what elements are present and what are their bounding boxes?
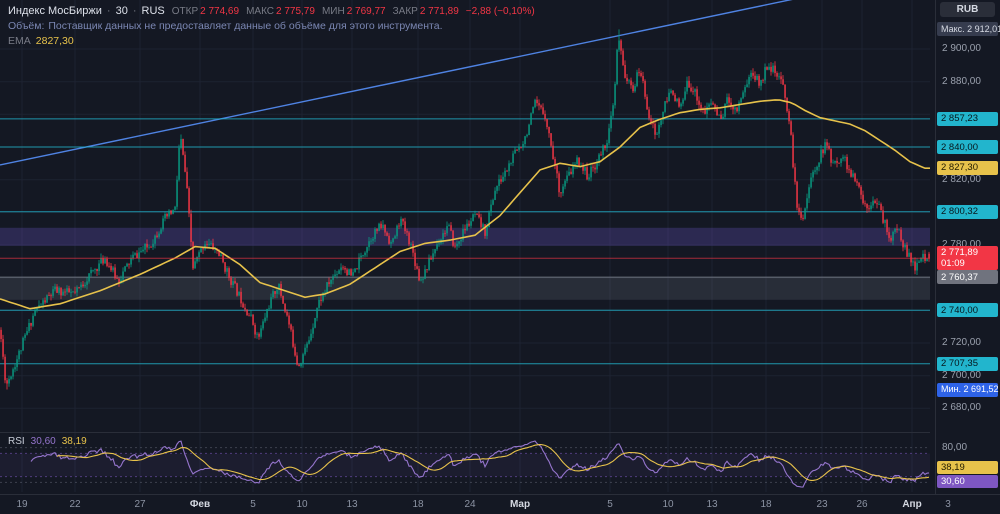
interval-value[interactable]: 30	[115, 5, 128, 17]
rsi-title[interactable]: RSI	[8, 436, 25, 447]
rsi-axis-label: 80,00	[942, 441, 968, 453]
time-label-month: Фев	[189, 499, 211, 510]
rsi-ma-badge: 38,19	[937, 460, 998, 474]
price-axis-label: 2 700,00	[942, 369, 981, 381]
rsi-legend: RSI 30,60 38,19	[8, 436, 87, 447]
ohlc-value: 2 774,69	[200, 6, 240, 17]
time-label: 19	[16, 499, 28, 510]
last-price-badge[interactable]: 2 771,89 01:09	[937, 246, 998, 271]
change-value: −2,88 (−0,10%)	[465, 6, 535, 17]
time-axis[interactable]: 19 22 27 Фев 5 10 13 18 24 Мар 5 10 13 18 23 26 Апр 3	[0, 494, 1000, 514]
volume-note: Поставщик данных не предоставляет данные…	[48, 20, 443, 32]
time-label: 5	[607, 499, 613, 510]
time-label: 13	[706, 499, 718, 510]
time-label: 26	[856, 499, 868, 510]
price-axis-label: 2 900,00	[942, 43, 981, 54]
symbol-legend: Индекс МосБиржи · 30 · RUS ОТКР 2 774,69 МАКС 2 …	[8, 5, 535, 47]
ohlc-value: 2 775,79	[276, 6, 315, 17]
rsi-ma-value: 38,19	[61, 436, 87, 447]
rsi-ma-line	[56, 443, 930, 481]
ohlc-label: МАКС	[246, 6, 274, 17]
time-label-month: Апр	[902, 499, 922, 510]
time-label: 22	[69, 499, 81, 510]
min-price-badge: Мин. 2 691,52	[937, 382, 999, 397]
price-axis-label: 2 680,00	[942, 402, 981, 414]
ohlc-values: ОТКР 2 774,69 МАКС 2 775,79 МИН 2 769,77 ЗАКР 2…	[165, 5, 459, 17]
level-price-badge[interactable]: 2 857,23	[937, 111, 998, 126]
exchange-code: RUS	[141, 5, 165, 17]
time-label-month: Мар	[509, 499, 531, 510]
price-axis-label: 2 720,00	[942, 337, 981, 348]
up-candle-wicks	[8, 29, 928, 387]
ema-legend-label[interactable]: ЕМА	[8, 35, 31, 47]
level-price-badge[interactable]: 2 707,35	[937, 356, 998, 371]
time-label: 18	[412, 499, 424, 510]
level-price-badge[interactable]: 2 740,00	[937, 303, 998, 318]
rsi-band	[0, 453, 930, 477]
rsi-value: 30,60	[30, 436, 56, 447]
ohlc-label: ОТКР	[171, 6, 199, 17]
time-label: 24	[464, 499, 476, 510]
price-axis-label: 2 780,00	[942, 239, 981, 250]
gray-price-badge[interactable]: 2 760,37	[937, 270, 998, 285]
time-label: 13	[346, 499, 358, 510]
ema-legend-value: 2827,30	[35, 35, 74, 47]
ohlc-label: ЗАКР	[392, 6, 418, 17]
ema-line[interactable]	[0, 99, 930, 310]
volume-row: Объём: Поставщик данных не предоставляет …	[8, 20, 535, 32]
volume-label[interactable]: Объём:	[8, 20, 45, 32]
currency-button[interactable]: RUB	[940, 2, 995, 17]
max-price-badge: Макс. 2 912,01	[937, 22, 1000, 37]
level-price-badge[interactable]: 2 840,00	[937, 140, 998, 154]
rsi-value-badge: 30,60	[937, 474, 998, 488]
time-label: 3	[945, 499, 951, 510]
time-label: 5	[250, 499, 256, 510]
price-axis-label: 2 880,00	[942, 75, 981, 87]
level-price-badge[interactable]: 2 800,32	[937, 204, 998, 219]
ohlc-value: 2 771,89	[419, 6, 459, 17]
separator: ·	[132, 5, 137, 17]
symbol-title[interactable]: Индекс МосБиржи	[8, 5, 102, 17]
trendline[interactable]	[0, 0, 930, 166]
ema-row: ЕМА 2827,30	[8, 35, 535, 47]
ema-price-badge[interactable]: 2 827,30	[937, 160, 998, 175]
ohlc-value: 2 769,77	[346, 6, 386, 17]
price-axis-label: 2 820,00	[942, 173, 981, 185]
time-label: 18	[760, 499, 772, 510]
time-label: 23	[816, 499, 828, 510]
separator: ·	[106, 5, 111, 17]
candlestick-chart[interactable]	[0, 0, 935, 493]
time-label: 10	[662, 499, 674, 510]
ohlc-label: МИН	[321, 6, 345, 17]
gray-zone[interactable]	[0, 277, 930, 300]
time-label: 27	[134, 499, 146, 510]
time-label: 10	[296, 499, 308, 510]
price-axis[interactable]: RUB 2 900,00 2 880,00 2 820,00 2 780,00 2 72…	[935, 0, 1000, 494]
symbol-row: Индекс МосБиржи · 30 · RUS ОТКР 2 774,69 МАКС 2 …	[8, 5, 535, 17]
